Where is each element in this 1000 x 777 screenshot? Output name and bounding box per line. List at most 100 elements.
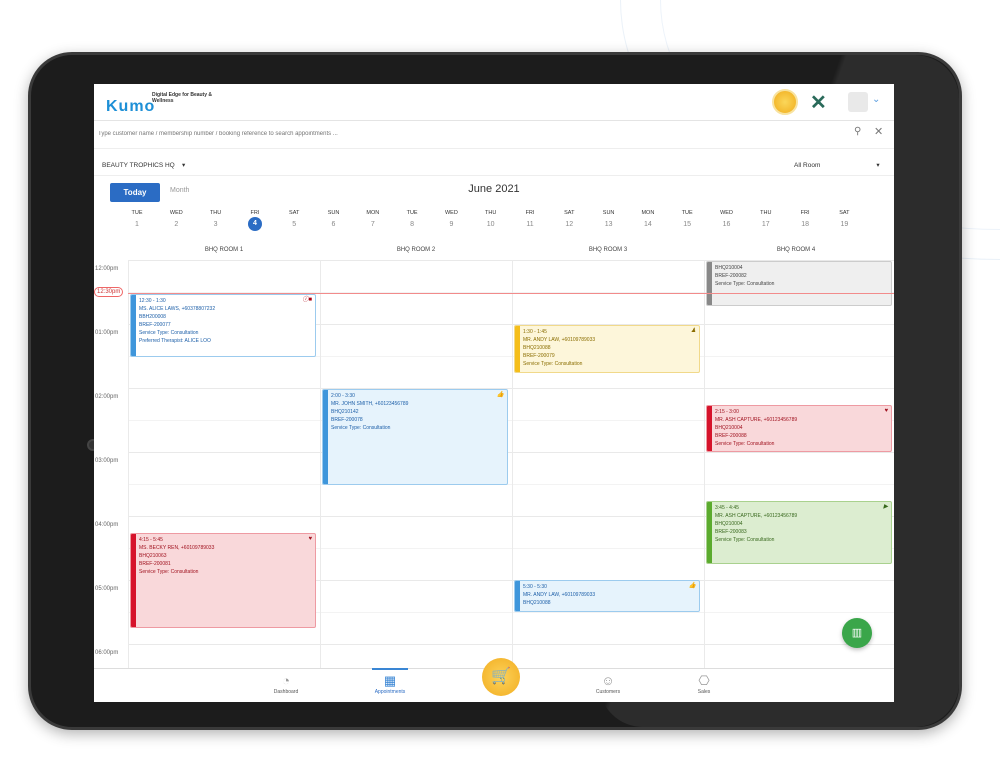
day-11[interactable]: FRI 11 [512, 210, 548, 228]
grid-line [128, 324, 894, 325]
appointment-line: Service Type: Consultation [139, 569, 199, 575]
day-8[interactable]: TUE 8 [394, 210, 430, 228]
day-number: 11 [526, 221, 534, 228]
day-number: 12 [565, 221, 574, 228]
divider [94, 175, 894, 176]
day-15[interactable]: TUE 15 [669, 210, 705, 228]
info-gift-icon: ⓘ■ [302, 297, 312, 303]
day-name: FRI [250, 210, 260, 216]
appointment-line: BHQ210142 [331, 409, 359, 415]
appointment-line: Service Type: Consultation [715, 537, 775, 543]
appointment-line: MS. BECKY REN, +60109789033 [139, 545, 215, 551]
time-label: 05:00pm [95, 586, 119, 592]
appointment-card[interactable]: 👍 2:00 - 3:30 MR. JOHN SMITH, +60123456789… [322, 389, 508, 485]
time-label: 03:00pm [95, 458, 119, 464]
room-header: BHQ ROOM 2 [396, 247, 436, 253]
appointment-line: BHQ210004 [715, 265, 743, 271]
appointment-line: BHQ210004 [715, 521, 743, 527]
month-button[interactable]: Month [170, 187, 190, 194]
room-view-button[interactable]: ▥ [842, 618, 872, 648]
day-13[interactable]: SUN 13 [591, 210, 627, 228]
day-name: MON [641, 210, 655, 216]
grid-line [128, 516, 894, 517]
appointment-card[interactable]: 👍 5:30 - 5:30 MR. ANDY LAW, +60109789033 BH… [514, 580, 700, 612]
day-name: SUN [602, 210, 615, 216]
day-6[interactable]: SUN 6 [316, 210, 352, 228]
appointment-line: MR. ASH CAPTURE, +60123456789 [715, 513, 798, 519]
branch-select[interactable]: BEAUTY TROPHICS HQ ▾ [102, 162, 186, 169]
day-number: 6 [331, 221, 336, 228]
appointment-line: 1:30 - 1:45 [523, 329, 547, 335]
day-1[interactable]: TUE 1 [119, 210, 155, 228]
close-icon[interactable]: ✕ [874, 126, 884, 138]
appointment-line: 2:00 - 3:30 [331, 393, 355, 399]
appointment-card[interactable]: ♟ 1:30 - 1:45 MR. ANDY LAW, +60109789033 BH… [514, 325, 700, 373]
day-name: MON [366, 210, 380, 216]
search-icon[interactable]: ⚲ [854, 126, 862, 137]
grid-line [128, 260, 894, 261]
day-10[interactable]: THU 10 [473, 210, 509, 228]
day-number: 7 [370, 221, 375, 228]
time-label: 01:00pm [95, 330, 119, 336]
day-19[interactable]: SAT 19 [826, 210, 862, 228]
rewards-icon[interactable] [772, 89, 798, 115]
day-name: TUE [406, 210, 418, 216]
day-number: 13 [604, 221, 613, 228]
appointment-line: BREF-200079 [523, 353, 555, 359]
today-button[interactable]: Today [110, 183, 160, 202]
day-9[interactable]: WED 9 [433, 210, 469, 228]
grid-line [128, 644, 894, 645]
room-header: BHQ ROOM 4 [776, 247, 816, 253]
room-select[interactable]: All Room ▾ [794, 162, 880, 169]
day-strip: TUE 1 WED 2 THU 3 FRI 4 SAT 5 SUN 6 MON 7 TUE 8 WED 9 THU 1… [119, 210, 889, 238]
day-7[interactable]: MON 7 [355, 210, 391, 228]
day-3[interactable]: THU 3 [198, 210, 234, 228]
grid-line [128, 292, 894, 293]
day-17[interactable]: THU 17 [748, 210, 784, 228]
time-label: 12:00pm [95, 266, 119, 272]
appointment-line: BREF-200081 [139, 561, 171, 567]
day-name: TUE [681, 210, 693, 216]
play-icon: ▶ [883, 504, 888, 510]
grid-line [128, 612, 894, 613]
tools-icon[interactable]: ✕ [810, 92, 827, 114]
nav-appointments[interactable]: ▦ Appointments [360, 668, 420, 695]
appointment-card[interactable]: ▶ 3:45 - 4:45 MR. ASH CAPTURE, +6012345678… [706, 501, 892, 564]
search-input[interactable] [98, 124, 848, 144]
day-number: 17 [761, 221, 770, 228]
day-number: 4 [247, 217, 262, 231]
avatar[interactable] [848, 92, 868, 112]
nav-sales[interactable]: ⎔ Sales [674, 673, 734, 695]
day-number: 19 [840, 221, 849, 228]
appointment-line: Service Type: Consultation [139, 330, 199, 336]
cart-button[interactable]: 🛒 [482, 658, 520, 696]
appointment-card[interactable]: ♥ 2:15 - 3:00 MR. ASH CAPTURE, +6012345678… [706, 405, 892, 452]
day-name: THU [760, 210, 772, 216]
day-name: SAT [289, 210, 300, 216]
day-2[interactable]: WED 2 [158, 210, 194, 228]
appointment-line: BHQ210088 [523, 600, 551, 606]
day-12[interactable]: SAT 12 [551, 210, 587, 228]
appointment-card[interactable]: BHQ210004 BREF-200082 Service Type: Consul… [706, 261, 892, 306]
divider [94, 148, 894, 149]
nav-customers[interactable]: ☺ Customers [578, 673, 638, 695]
day-18[interactable]: FRI 18 [787, 210, 823, 228]
day-14[interactable]: MON 14 [630, 210, 666, 228]
day-name: THU [209, 210, 222, 216]
heart-icon: ♥ [884, 408, 888, 414]
nav-dashboard[interactable]: ◔ Dashboard [256, 673, 316, 695]
tagline: Digital Edge for Beauty & Wellness [152, 92, 213, 104]
appointment-line: MR. JOHN SMITH, +60123456789 [331, 401, 409, 407]
appointment-card[interactable]: ♥ 4:15 - 5:45 MS. BECKY REN, +60109789033 B… [130, 533, 316, 628]
day-number: 9 [449, 221, 454, 228]
day-5[interactable]: SAT 5 [276, 210, 312, 228]
chevron-down-icon[interactable]: ⌄ [872, 94, 881, 105]
appointment-line: MR. ASH CAPTURE, +60123456789 [715, 417, 798, 423]
appointment-line: BHQ210004 [715, 425, 743, 431]
appointment-card[interactable]: ⓘ■ 12:30 - 1:30 MS. ALICE LAWS, +603788072… [130, 294, 316, 357]
grid-line [128, 452, 894, 453]
day-name: THU [485, 210, 497, 216]
day-4[interactable]: FRI 4 [237, 210, 273, 231]
appointment-line: 4:15 - 5:45 [139, 537, 163, 543]
day-16[interactable]: WED 16 [709, 210, 745, 228]
